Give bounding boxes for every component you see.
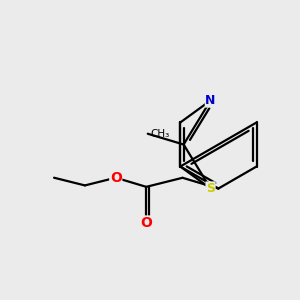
Text: CH₃: CH₃ <box>150 129 169 139</box>
Text: N: N <box>206 94 216 107</box>
Text: O: O <box>140 216 152 230</box>
Text: O: O <box>110 171 122 185</box>
Text: S: S <box>206 182 215 195</box>
